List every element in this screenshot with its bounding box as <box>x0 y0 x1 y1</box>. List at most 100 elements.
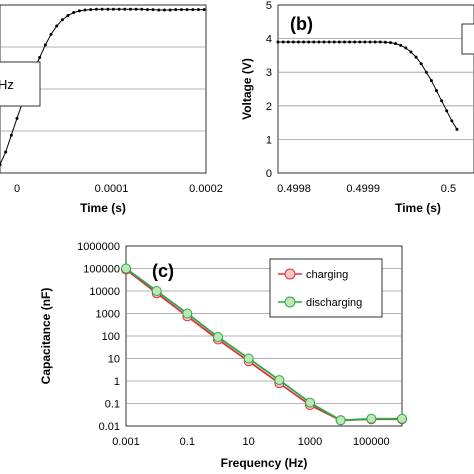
panel-b-annotation-box <box>461 23 474 55</box>
panel-a-data-point <box>0 163 2 167</box>
panel-b-data-point <box>281 40 285 44</box>
panel-c-data-point-discharging <box>182 308 193 319</box>
panel-b-data-point <box>337 40 341 44</box>
panel-b-data-point <box>332 40 336 44</box>
panel-b-data-point <box>291 40 295 44</box>
panel-c-data-point-discharging <box>121 263 131 274</box>
panel-b-y-tick-label: 4 <box>266 34 272 46</box>
panel-b-y-tick-label: 3 <box>266 67 272 79</box>
panel-b-data-point <box>342 40 346 44</box>
panel-b-x-tick-label: 0.4999 <box>346 183 380 195</box>
panel-b-data-point <box>429 79 433 83</box>
panel-b-data-point <box>317 40 321 44</box>
panel-b-data-point <box>399 43 403 47</box>
panel-c-y-tick-label: 0.1 <box>105 399 120 411</box>
panel-c-y-tick-label: 10000 <box>89 286 120 298</box>
panel-a-data-point <box>66 14 70 17</box>
panel-b-data-point <box>419 62 423 66</box>
panel-a-data-point <box>72 11 76 15</box>
panel-a-data-point <box>179 8 183 12</box>
panel-b-data-point <box>455 127 459 131</box>
panel-a-data-point <box>196 8 200 12</box>
panel-b-data-point <box>368 40 372 44</box>
panel-a-annotation-box: Hz <box>0 61 41 107</box>
panel-c-legend: charging discharging <box>269 258 383 318</box>
panel-a-annotation-text: Hz <box>0 77 14 92</box>
legend-discharging-marker <box>284 296 296 308</box>
panel-a-x-ticks: 0 0.0001 0.0002 <box>14 183 223 195</box>
panel-c-data-point-discharging <box>305 397 315 408</box>
panel-c-data-point-discharging <box>213 332 223 343</box>
panel-c-x-tick-label: 100000 <box>353 436 390 448</box>
panel-b-data-point <box>296 40 300 44</box>
panel-b-x-tick-label: 0.4998 <box>277 183 311 195</box>
panel-b-gridlines <box>278 38 474 140</box>
panel-b-data-point <box>312 40 316 44</box>
panel-a-data-point <box>100 7 104 11</box>
panel-c-y-ticks: 0.01 0.1 1 10 100 1000 10000 100000 1000000 <box>77 241 120 433</box>
panel-a: Hz 0 0.0001 0.0002 Time (s) <box>0 4 223 215</box>
panel-c-data-point-discharging <box>397 413 407 424</box>
panel-b-data-point <box>414 55 418 59</box>
panel-a-data-point <box>111 7 115 11</box>
panel-a-data-point <box>117 7 121 11</box>
panel-b-data-point <box>404 46 408 50</box>
panel-a-x-tick-label: 0.0002 <box>189 183 223 195</box>
panel-a-data-point <box>55 24 59 28</box>
panel-b-data-point <box>363 40 367 44</box>
panel-b-data-point <box>388 41 392 45</box>
panel-a-data-point <box>89 8 93 12</box>
panel-b-data-point <box>327 40 331 44</box>
panel-b-data-point <box>286 40 290 44</box>
panel-b-title: (b) <box>290 14 313 34</box>
panel-a-x-axis-label: Time (s) <box>80 201 126 215</box>
panel-c: (c) charging discharging 0.01 0.1 1 10 100 10… <box>39 241 407 470</box>
panel-b-x-ticks: 0.4998 0.4999 0.5 <box>277 183 456 195</box>
panel-a-data-point <box>202 8 206 12</box>
panel-c-data-point-discharging <box>366 413 377 424</box>
legend-charging-marker <box>284 268 296 280</box>
panel-c-x-tick-label: 10 <box>243 436 255 448</box>
panel-b-y-axis-label: Voltage (V) <box>240 58 254 120</box>
panel-b-x-axis-label: Time (s) <box>395 201 441 215</box>
panel-a-x-tick-label: 0 <box>14 183 20 195</box>
panel-c-y-tick-label: 1000 <box>96 309 120 321</box>
panel-a-data-point <box>162 8 166 12</box>
panel-a-data-point <box>185 8 189 12</box>
panel-c-x-tick-label: 0.1 <box>180 436 195 448</box>
panel-a-data-point <box>128 7 132 11</box>
panel-b-data-point <box>358 40 362 44</box>
panel-c-data-point-discharging <box>274 375 285 386</box>
panel-b-y-tick-label: 2 <box>266 101 272 113</box>
panel-c-data-point-discharging <box>243 353 254 364</box>
panel-c-x-axis-label: Frequency (Hz) <box>221 456 308 470</box>
panel-a-data-point <box>123 7 127 11</box>
panel-b-data-point <box>276 40 280 44</box>
panel-b-data-point <box>353 40 357 44</box>
panel-b-data-point <box>435 89 439 93</box>
panel-a-data-point <box>191 8 195 12</box>
panel-b-data-point <box>348 40 352 44</box>
panel-c-y-tick-label: 100 <box>102 331 120 343</box>
panel-a-data-point <box>140 7 144 11</box>
panel-a-data-point <box>43 43 47 47</box>
panel-a-data-point <box>168 8 172 12</box>
panel-b-y-tick-label: 0 <box>266 168 272 180</box>
panel-b-y-ticks: 0 1 2 3 4 5 <box>266 0 272 180</box>
panel-c-y-tick-label: 1000000 <box>77 241 120 253</box>
panel-b-data-point <box>322 40 326 44</box>
panel-c-y-tick-label: 1 <box>114 376 120 388</box>
panel-a-data-point <box>49 32 53 36</box>
panel-b-data-point <box>440 99 444 103</box>
panel-b-data-point <box>373 40 377 44</box>
panel-c-x-tick-label: 1000 <box>298 436 322 448</box>
panel-a-data-point <box>94 7 98 11</box>
panel-b-data-point <box>307 40 311 44</box>
panel-c-title: (c) <box>152 261 174 281</box>
panel-a-data-point <box>145 8 149 12</box>
panel-c-y-tick-label: 100000 <box>83 264 120 276</box>
legend-discharging-label: discharging <box>306 297 362 309</box>
panel-a-data-point <box>9 133 13 137</box>
panel-b-data-point <box>378 40 382 44</box>
